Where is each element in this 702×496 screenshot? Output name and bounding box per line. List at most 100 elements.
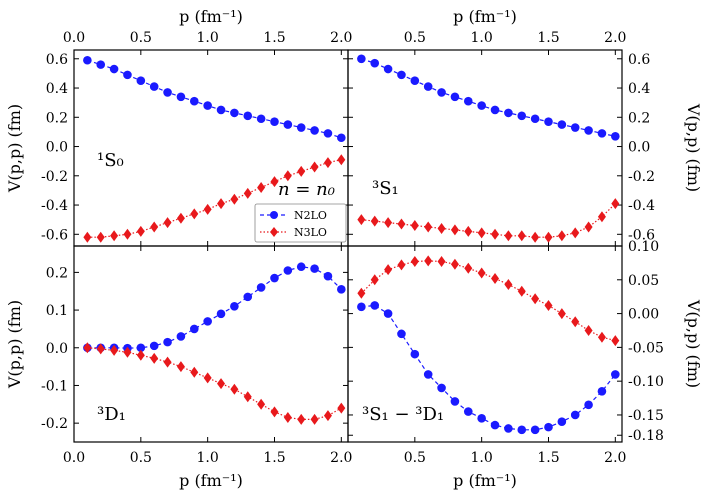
data-point-n2lo: [310, 264, 319, 273]
data-point-n2lo: [357, 302, 366, 312]
data-point-n3lo: [230, 193, 239, 205]
data-point-n3lo: [136, 225, 145, 237]
y-tick-label: -0.2: [628, 169, 655, 185]
data-point-n3lo: [424, 221, 433, 233]
data-point-n3lo: [424, 255, 433, 267]
data-point-n2lo: [584, 126, 593, 135]
data-point-n3lo: [203, 372, 212, 384]
data-point-n3lo: [517, 230, 526, 242]
data-point-n3lo: [243, 187, 252, 199]
data-point-n2lo: [450, 397, 460, 406]
data-point-n3lo: [410, 220, 419, 232]
data-point-n2lo: [490, 105, 500, 115]
data-point-n3lo: [337, 154, 346, 166]
data-point-n3lo: [323, 410, 332, 422]
data-point-n2lo: [611, 131, 620, 141]
x-tick-label: 1.0: [197, 30, 219, 46]
data-point-n3lo: [491, 228, 500, 240]
y-tick-label: 0.2: [46, 110, 68, 126]
x-tick-label: 0.5: [130, 30, 152, 46]
data-point-n3lo: [397, 259, 406, 271]
data-point-n2lo: [557, 417, 567, 427]
data-point-n2lo: [216, 105, 226, 115]
data-point-n2lo: [176, 92, 186, 102]
y-tick-label: 0.0: [46, 140, 68, 156]
data-point-n2lo: [323, 129, 333, 138]
x-tick-label: 1.5: [537, 30, 559, 46]
x-tick-label: 1.0: [197, 450, 219, 466]
data-point-n3lo: [310, 161, 319, 173]
bottom-right-y-axis-label: V(p,p) (fm): [684, 299, 702, 388]
panel-label-3S1-3D1: ³S₁ − ³D₁: [362, 404, 444, 425]
data-point-n3lo: [217, 378, 226, 390]
data-point-n3lo: [150, 352, 159, 364]
data-point-n2lo: [544, 117, 553, 126]
data-point-n3lo: [597, 331, 606, 343]
data-point-n2lo: [530, 114, 540, 124]
data-point-n3lo: [611, 335, 620, 347]
data-point-n3lo: [150, 221, 159, 233]
y-tick-label: -0.05: [628, 340, 664, 356]
x-tick-label: 1.0: [471, 450, 493, 466]
data-point-n3lo: [176, 212, 185, 224]
y-tick-label: -0.4: [628, 198, 655, 214]
data-point-n2lo: [189, 96, 199, 106]
data-point-n3lo: [337, 402, 346, 414]
data-point-n3lo: [190, 208, 199, 220]
data-point-n2lo: [504, 424, 513, 433]
data-point-n3lo: [611, 198, 620, 210]
data-point-n2lo: [597, 387, 607, 396]
y-tick-label: -0.18: [628, 428, 664, 444]
data-point-n3lo: [571, 316, 580, 328]
data-point-n2lo: [490, 420, 500, 430]
data-point-n2lo: [163, 88, 172, 97]
data-point-n3lo: [544, 299, 553, 311]
data-point-n3lo: [283, 170, 292, 182]
data-point-n3lo: [110, 230, 119, 242]
legend-n3lo-marker: [270, 227, 278, 237]
data-point-n2lo: [383, 64, 393, 74]
data-point-n2lo: [544, 422, 553, 432]
data-point-n3lo: [384, 217, 393, 229]
data-point-n2lo: [410, 76, 420, 86]
bottom-left-x-axis-label: p (fm⁻¹): [179, 471, 243, 490]
y-tick-label: 0.10: [628, 239, 659, 255]
data-point-n2lo: [203, 101, 212, 110]
y-tick-label: 0.05: [628, 273, 659, 289]
data-point-n2lo: [423, 82, 433, 91]
data-point-n3lo: [357, 287, 366, 299]
data-point-n2lo: [123, 70, 132, 80]
data-point-n3lo: [437, 222, 446, 234]
data-point-n2lo: [437, 88, 446, 97]
data-point-n2lo: [96, 60, 106, 69]
x-tick-label: 2.0: [604, 450, 626, 466]
x-tick-label: 0.5: [130, 450, 152, 466]
data-point-n2lo: [597, 129, 607, 138]
data-point-n2lo: [463, 407, 473, 416]
data-point-n2lo: [230, 108, 239, 118]
data-point-n3lo: [96, 231, 105, 243]
data-point-n2lo: [370, 301, 380, 310]
x-tick-label: 0.0: [63, 450, 85, 466]
data-point-n2lo: [203, 317, 212, 326]
y-tick-label: 0.4: [46, 81, 68, 97]
top-right-y-axis-label: V(p,p) (fm): [684, 103, 702, 192]
data-point-n3lo: [531, 293, 540, 305]
bottom-right-x-axis-label: p (fm⁻¹): [453, 471, 517, 490]
data-point-n2lo: [423, 370, 433, 379]
data-point-n2lo: [437, 383, 446, 393]
data-point-n3lo: [544, 231, 553, 243]
x-tick-label: 1.5: [263, 30, 285, 46]
data-point-n3lo: [297, 413, 306, 425]
y-tick-label: 0.4: [628, 81, 650, 97]
data-point-n3lo: [571, 227, 580, 239]
y-tick-label: 0.0: [628, 140, 650, 156]
data-point-n2lo: [256, 114, 266, 124]
data-point-n3lo: [477, 227, 486, 239]
data-point-n3lo: [464, 262, 473, 274]
top-left-y-axis-label: V(p,p) (fm): [5, 104, 24, 193]
data-point-n2lo: [570, 123, 580, 132]
data-point-n2lo: [504, 108, 513, 118]
panel-label-1S0: ¹S₀: [97, 150, 124, 171]
data-point-n2lo: [517, 111, 527, 121]
